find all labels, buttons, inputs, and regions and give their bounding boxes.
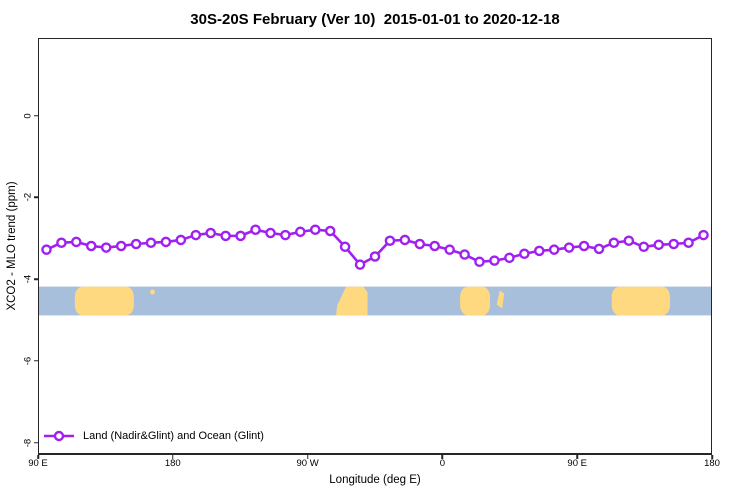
data-point-marker <box>220 230 231 242</box>
data-point-marker <box>85 240 97 252</box>
legend: Land (Nadir&Glint) and Ocean (Glint) <box>42 430 264 442</box>
chart-title: 30S-20S February (Ver 10) 2015-01-01 to … <box>190 11 560 28</box>
data-point-marker <box>698 229 709 241</box>
y-tick-label: -4 <box>22 274 34 284</box>
map-band-land-new-caledonia <box>150 289 155 295</box>
y-tick-label: -2 <box>22 193 34 202</box>
data-point-marker <box>324 225 336 237</box>
data-point-marker <box>608 237 620 248</box>
y-tick-mark <box>34 278 38 280</box>
map-band-land-australia <box>74 286 134 316</box>
y-tick-mark <box>34 196 38 199</box>
data-point-marker <box>205 227 216 239</box>
data-point-marker <box>71 236 82 248</box>
x-tick-label: 180 <box>704 458 720 469</box>
y-tick-label: -6 <box>22 356 34 366</box>
x-tick-label: 0 <box>439 458 446 469</box>
legend-label: Land (Nadir&Glint) and Ocean (Glint) <box>83 430 264 442</box>
data-point-marker <box>399 234 411 246</box>
data-point-marker <box>444 244 455 255</box>
data-point-marker <box>414 238 426 250</box>
map-band-land-south-america <box>336 286 368 316</box>
y-axis-title: XCO2 - MLO trend (ppm) <box>6 181 18 311</box>
data-point-marker <box>41 244 52 255</box>
data-point-marker <box>519 248 530 260</box>
data-point-marker <box>115 240 127 252</box>
map-band-ocean <box>39 286 711 316</box>
plot-canvas <box>39 224 711 316</box>
data-point-marker <box>384 235 396 246</box>
data-point-marker <box>504 252 515 264</box>
x-tick-label: 180 <box>164 458 181 469</box>
legend-line-marker-icon <box>44 430 74 442</box>
data-point-marker <box>130 238 142 250</box>
y-tick-label: -8 <box>22 438 34 447</box>
x-tick-mark <box>172 455 174 459</box>
data-point-marker <box>623 235 635 246</box>
data-point-marker <box>578 240 590 252</box>
y-tick-mark <box>34 360 38 362</box>
data-point-marker <box>534 245 545 257</box>
map-band-land-madagascar <box>496 290 505 309</box>
data-point-marker <box>653 239 665 251</box>
x-tick-label: 90 E <box>28 458 48 469</box>
data-point-marker <box>369 251 381 262</box>
data-point-marker <box>489 255 500 266</box>
data-point-marker <box>250 224 261 235</box>
data-point-marker <box>235 230 246 242</box>
data-point-marker <box>683 237 694 248</box>
data-point-marker <box>638 241 650 253</box>
data-point-marker <box>354 259 366 270</box>
data-point-marker <box>459 249 470 260</box>
data-point-marker <box>145 237 157 248</box>
data-point-marker <box>563 242 575 253</box>
data-point-marker <box>668 238 679 250</box>
x-tick-label: 90 W <box>296 458 319 469</box>
map-band-land-australia-repeat <box>611 286 670 316</box>
y-tick-mark <box>34 441 38 444</box>
data-point-marker <box>593 243 605 255</box>
data-point-marker <box>280 229 291 241</box>
data-point-marker <box>339 241 351 253</box>
data-point-marker <box>56 237 67 248</box>
x-tick-mark <box>576 455 578 459</box>
y-tick-label: 0 <box>22 113 34 119</box>
plot-area: Land (Nadir&Glint) and Ocean (Glint) <box>38 38 712 455</box>
data-point-marker <box>309 224 321 235</box>
data-point-marker <box>175 234 187 246</box>
data-point-marker <box>160 236 172 248</box>
data-point-marker <box>429 240 441 252</box>
data-point-marker <box>295 226 306 238</box>
data-point-marker <box>474 256 485 268</box>
x-tick-mark <box>441 455 444 459</box>
data-point-marker <box>265 227 276 239</box>
x-tick-mark <box>306 455 309 459</box>
data-point-marker <box>190 229 202 241</box>
data-point-marker <box>100 242 112 253</box>
y-tick-mark <box>34 114 38 117</box>
data-point-marker <box>548 244 560 255</box>
map-band-land-southern-africa <box>460 286 490 316</box>
x-tick-mark <box>37 455 39 459</box>
x-tick-label: 90 E <box>567 458 587 469</box>
x-tick-mark <box>711 455 713 459</box>
x-axis-title: Longitude (deg E) <box>329 474 421 486</box>
